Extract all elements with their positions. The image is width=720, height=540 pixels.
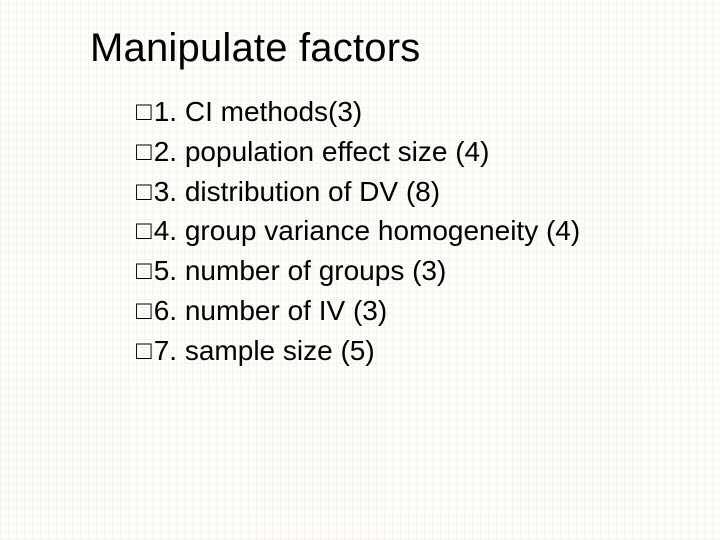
slide-title: Manipulate factors bbox=[90, 26, 660, 71]
item-number: 6. bbox=[154, 295, 177, 326]
bullet-icon: □ bbox=[136, 333, 152, 368]
bullet-icon: □ bbox=[136, 134, 152, 169]
bullet-icon: □ bbox=[136, 174, 152, 209]
list-item: □1. CI methods(3) bbox=[136, 93, 660, 131]
list-item: □7. sample size (5) bbox=[136, 332, 660, 370]
item-text: distribution of DV (8) bbox=[185, 176, 440, 207]
item-number: 1. bbox=[154, 96, 177, 127]
list-item: □3. distribution of DV (8) bbox=[136, 173, 660, 211]
item-text: CI methods(3) bbox=[185, 96, 362, 127]
item-number: 7. bbox=[154, 335, 177, 366]
bullet-icon: □ bbox=[136, 253, 152, 288]
item-text: population effect size (4) bbox=[185, 136, 490, 167]
list-item: □2. population effect size (4) bbox=[136, 133, 660, 171]
slide: Manipulate factors □1. CI methods(3) □2.… bbox=[0, 0, 720, 540]
list-item: □5. number of groups (3) bbox=[136, 252, 660, 290]
list-item: □6. number of IV (3) bbox=[136, 292, 660, 330]
item-text: group variance homogeneity (4) bbox=[185, 215, 580, 246]
bullet-icon: □ bbox=[136, 94, 152, 129]
item-text: sample size (5) bbox=[185, 335, 375, 366]
item-number: 3. bbox=[154, 176, 177, 207]
factor-list: □1. CI methods(3) □2. population effect … bbox=[136, 93, 660, 370]
bullet-icon: □ bbox=[136, 293, 152, 328]
item-text: number of IV (3) bbox=[185, 295, 387, 326]
bullet-icon: □ bbox=[136, 213, 152, 248]
item-number: 4. bbox=[154, 215, 177, 246]
list-item: □4. group variance homogeneity (4) bbox=[136, 212, 660, 250]
item-number: 5. bbox=[154, 255, 177, 286]
item-text: number of groups (3) bbox=[185, 255, 446, 286]
item-number: 2. bbox=[154, 136, 177, 167]
